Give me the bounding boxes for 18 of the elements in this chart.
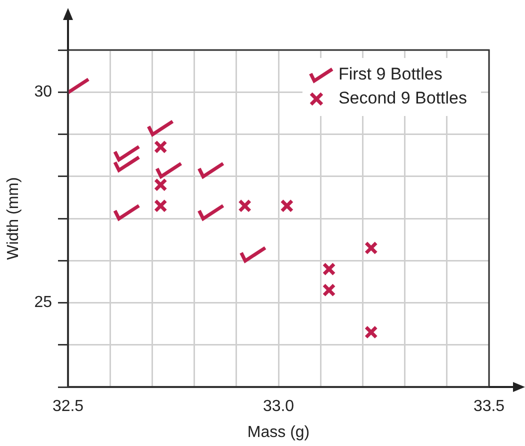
y-tick-label: 30	[34, 84, 52, 101]
point	[364, 326, 378, 339]
y-axis-title: Width (mm)	[5, 177, 22, 260]
point	[154, 199, 168, 213]
point	[154, 178, 168, 192]
x-tick-label: 33.5	[473, 398, 505, 416]
y-tick-label: 25	[34, 294, 52, 312]
point	[154, 140, 168, 154]
point	[322, 262, 336, 276]
legend-label: First 9 Bottles	[338, 64, 442, 84]
point	[364, 241, 378, 255]
point	[238, 199, 252, 213]
point	[280, 199, 294, 213]
x-tick-label: 33.0	[262, 398, 294, 416]
point	[322, 283, 336, 297]
legend-label: Second 9 Bottles	[338, 88, 467, 108]
x-axis-title: Mass (g)	[247, 424, 310, 441]
x-tick-label: 32.5	[52, 398, 84, 416]
